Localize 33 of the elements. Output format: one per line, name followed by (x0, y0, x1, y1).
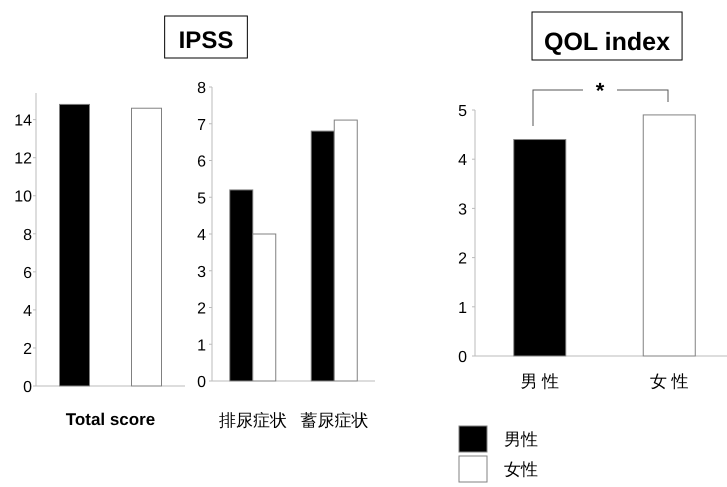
chart-title: QOL index (544, 28, 670, 56)
legend-label: 女性 (504, 460, 538, 479)
y-tick-label: 6 (23, 264, 32, 282)
y-tick-label: 12 (14, 150, 32, 168)
y-tick-label: 8 (23, 226, 32, 244)
y-tick-label: 14 (14, 112, 32, 130)
y-tick-label: 0 (458, 349, 468, 366)
y-tick-label: 2 (458, 250, 468, 268)
y-tick-label: 0 (23, 379, 32, 396)
y-tick-label: 6 (197, 154, 206, 170)
x-tick-label: 蓄尿症状 (300, 411, 368, 430)
y-tick-label: 4 (197, 227, 206, 244)
y-tick-label: 7 (197, 116, 206, 134)
text: * (596, 78, 605, 103)
x-tick-label: 男 性 (520, 372, 560, 391)
y-tick-label: 3 (458, 201, 468, 218)
y-tick-label: 5 (458, 103, 468, 120)
y-tick-label: 3 (197, 264, 206, 281)
x-tick-label: Total score (66, 410, 156, 429)
y-tick-label: 5 (197, 190, 206, 208)
chart-title: IPSS (178, 27, 234, 54)
legend-label: 男性 (504, 430, 538, 449)
y-tick-label: 4 (458, 152, 468, 170)
y-tick-label: 2 (23, 340, 32, 358)
y-tick-label: 0 (197, 374, 206, 391)
y-tick-label: 10 (14, 188, 32, 206)
y-tick-label: 4 (23, 302, 32, 320)
x-tick-label: 女 性 (650, 372, 689, 391)
y-tick-label: 2 (197, 300, 206, 318)
y-tick-label: 1 (458, 300, 468, 317)
y-tick-label: 1 (197, 337, 206, 354)
y-tick-label: 8 (197, 80, 206, 97)
x-tick-label: 排尿症状 (218, 411, 287, 430)
